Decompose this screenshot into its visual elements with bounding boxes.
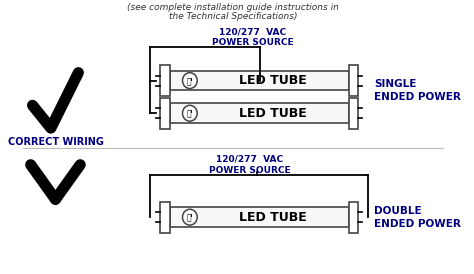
Circle shape [182, 73, 197, 89]
Bar [161, 65, 170, 96]
Bar [348, 98, 358, 129]
Bar [170, 103, 348, 123]
Bar [161, 202, 170, 233]
Text: ⓔᴵ: ⓔᴵ [187, 76, 193, 85]
Text: CORRECT WIRING: CORRECT WIRING [8, 137, 103, 147]
Text: the Technical Specifications): the Technical Specifications) [169, 12, 298, 21]
Text: ⓔᴵ: ⓔᴵ [187, 213, 193, 222]
Text: ⓔᴵ: ⓔᴵ [187, 109, 193, 118]
Text: DOUBLE
ENDED POWER: DOUBLE ENDED POWER [374, 206, 461, 229]
Bar [348, 65, 358, 96]
Circle shape [182, 209, 197, 225]
Text: LED TUBE: LED TUBE [239, 211, 307, 224]
Text: 120/277  VAC
POWER SOURCE: 120/277 VAC POWER SOURCE [209, 155, 291, 175]
Text: SINGLE
ENDED POWER: SINGLE ENDED POWER [374, 79, 461, 102]
Bar [170, 71, 348, 90]
Bar [170, 207, 348, 227]
Text: LED TUBE: LED TUBE [239, 74, 307, 87]
Text: 120/277  VAC
POWER SOURCE: 120/277 VAC POWER SOURCE [212, 27, 293, 47]
Text: (see complete installation guide instructions in: (see complete installation guide instruc… [128, 3, 339, 12]
Bar [348, 202, 358, 233]
Bar [161, 98, 170, 129]
Circle shape [182, 105, 197, 121]
Text: LED TUBE: LED TUBE [239, 107, 307, 120]
